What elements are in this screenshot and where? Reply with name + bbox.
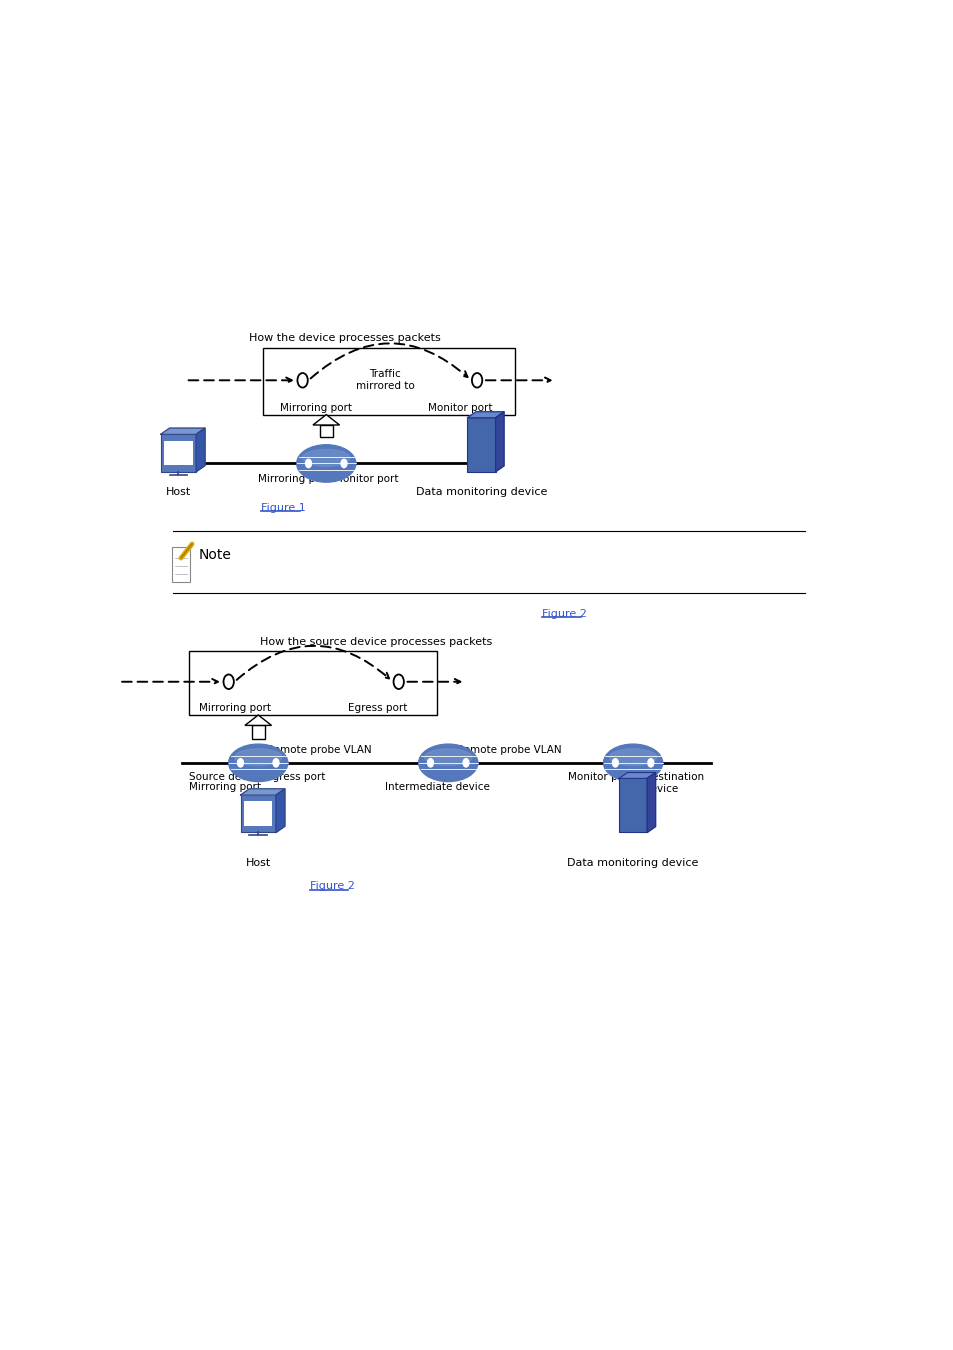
Ellipse shape (302, 450, 350, 466)
Ellipse shape (424, 749, 472, 765)
Text: Intermediate device: Intermediate device (385, 782, 490, 791)
Polygon shape (467, 412, 503, 417)
Text: Data monitoring device: Data monitoring device (567, 859, 698, 868)
Text: Host: Host (166, 487, 191, 497)
Text: Mirroring port: Mirroring port (280, 402, 352, 413)
Text: Monitor port: Monitor port (567, 772, 632, 782)
FancyBboxPatch shape (172, 547, 190, 582)
Ellipse shape (229, 744, 288, 782)
Text: How the device processes packets: How the device processes packets (249, 333, 440, 343)
Circle shape (427, 759, 433, 767)
Polygon shape (160, 428, 205, 435)
Circle shape (237, 759, 243, 767)
Circle shape (341, 459, 347, 467)
FancyBboxPatch shape (190, 651, 436, 716)
Polygon shape (196, 428, 205, 471)
FancyBboxPatch shape (618, 779, 646, 833)
Text: Mirroring port: Mirroring port (189, 782, 260, 791)
Polygon shape (240, 788, 285, 795)
Text: Remote probe VLAN: Remote probe VLAN (267, 744, 372, 755)
Text: How the source device processes packets: How the source device processes packets (259, 637, 492, 648)
Text: Egress port: Egress port (265, 772, 325, 782)
Text: Source device: Source device (189, 772, 262, 782)
Text: Egress port: Egress port (348, 703, 407, 713)
Polygon shape (495, 412, 503, 471)
Polygon shape (646, 772, 655, 833)
Ellipse shape (234, 749, 282, 765)
Circle shape (305, 459, 311, 467)
FancyBboxPatch shape (240, 795, 275, 833)
FancyBboxPatch shape (319, 425, 333, 437)
Ellipse shape (609, 749, 656, 765)
Circle shape (273, 759, 278, 767)
Circle shape (462, 759, 469, 767)
Text: Note: Note (199, 548, 232, 562)
FancyBboxPatch shape (263, 348, 515, 414)
FancyBboxPatch shape (467, 417, 495, 471)
Text: Host: Host (245, 859, 271, 868)
Text: Figure 1: Figure 1 (261, 504, 306, 513)
Text: Mirroring port: Mirroring port (199, 703, 271, 713)
FancyBboxPatch shape (244, 802, 273, 826)
Polygon shape (313, 414, 339, 425)
Ellipse shape (418, 744, 477, 782)
Text: Data monitoring device: Data monitoring device (416, 487, 547, 497)
FancyBboxPatch shape (252, 725, 265, 738)
Text: Traffic
mirrored to: Traffic mirrored to (355, 370, 415, 392)
Text: Remote probe VLAN: Remote probe VLAN (456, 744, 561, 755)
Text: Monitor port: Monitor port (428, 402, 493, 413)
Ellipse shape (603, 744, 662, 782)
Circle shape (612, 759, 618, 767)
Text: Mirroring port: Mirroring port (258, 474, 330, 483)
FancyBboxPatch shape (160, 435, 196, 471)
Text: Figure 2: Figure 2 (541, 609, 586, 620)
Polygon shape (245, 716, 272, 725)
Text: Monitor port: Monitor port (334, 474, 397, 483)
Polygon shape (275, 788, 285, 833)
FancyBboxPatch shape (164, 440, 193, 464)
Circle shape (647, 759, 653, 767)
Polygon shape (618, 772, 655, 779)
Text: Destination
device: Destination device (643, 772, 703, 794)
Text: Figure 2: Figure 2 (310, 882, 355, 891)
Ellipse shape (296, 444, 355, 482)
